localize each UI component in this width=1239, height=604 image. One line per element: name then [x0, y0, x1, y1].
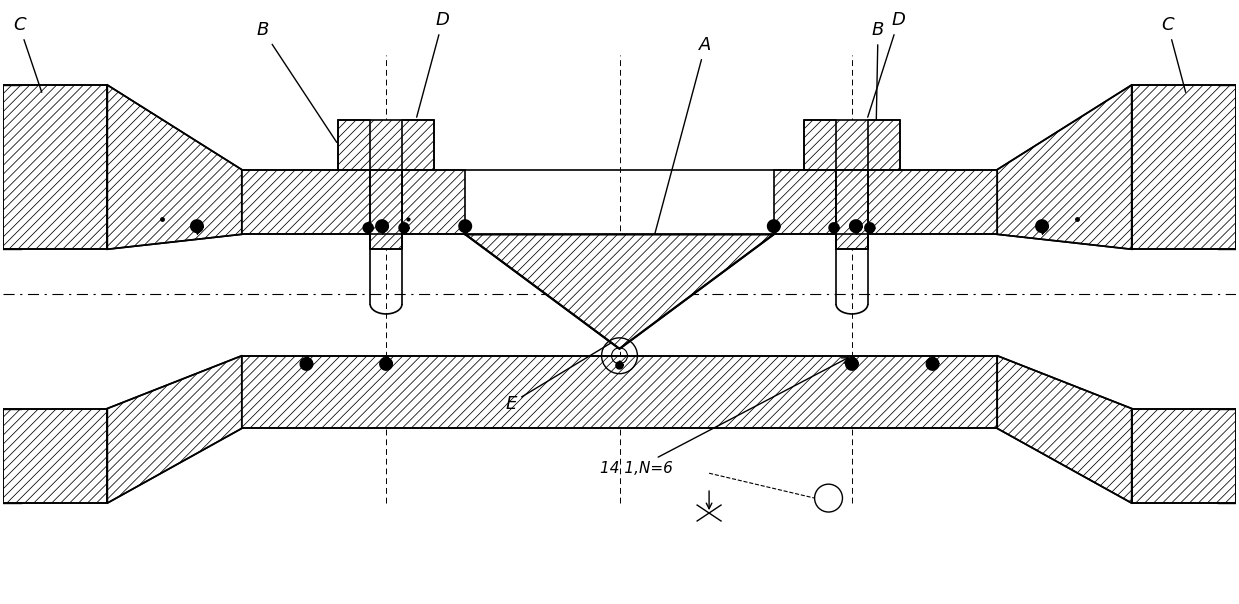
Polygon shape	[375, 220, 388, 234]
Polygon shape	[865, 223, 875, 234]
Text: C: C	[12, 16, 42, 92]
Polygon shape	[774, 170, 836, 234]
Text: D: D	[867, 11, 906, 117]
Polygon shape	[108, 356, 242, 503]
Polygon shape	[2, 85, 108, 249]
Polygon shape	[465, 234, 774, 349]
Polygon shape	[370, 170, 401, 249]
Polygon shape	[380, 356, 393, 370]
Polygon shape	[846, 356, 859, 370]
Polygon shape	[867, 170, 997, 234]
Polygon shape	[242, 356, 997, 428]
Polygon shape	[836, 170, 867, 249]
Polygon shape	[2, 408, 108, 503]
Polygon shape	[399, 223, 409, 234]
Polygon shape	[1131, 85, 1237, 249]
Text: E: E	[506, 339, 617, 413]
Polygon shape	[458, 220, 472, 234]
Polygon shape	[927, 356, 939, 370]
Polygon shape	[1036, 220, 1048, 234]
Polygon shape	[997, 85, 1131, 249]
Polygon shape	[829, 223, 839, 234]
Polygon shape	[191, 220, 203, 234]
Text: C: C	[1161, 16, 1186, 92]
Polygon shape	[401, 170, 465, 234]
Polygon shape	[363, 223, 373, 234]
Text: B: B	[256, 21, 337, 143]
Polygon shape	[108, 85, 242, 249]
Text: D: D	[416, 11, 450, 117]
Text: A: A	[650, 36, 711, 251]
Polygon shape	[300, 356, 312, 370]
Polygon shape	[767, 220, 781, 234]
Polygon shape	[338, 120, 434, 170]
Polygon shape	[1131, 408, 1237, 503]
Text: 14 1,N=6: 14 1,N=6	[600, 358, 847, 476]
Polygon shape	[850, 220, 862, 234]
Polygon shape	[616, 361, 623, 369]
Text: B: B	[872, 21, 885, 142]
Polygon shape	[997, 356, 1131, 503]
Polygon shape	[242, 170, 370, 234]
Polygon shape	[804, 120, 900, 170]
